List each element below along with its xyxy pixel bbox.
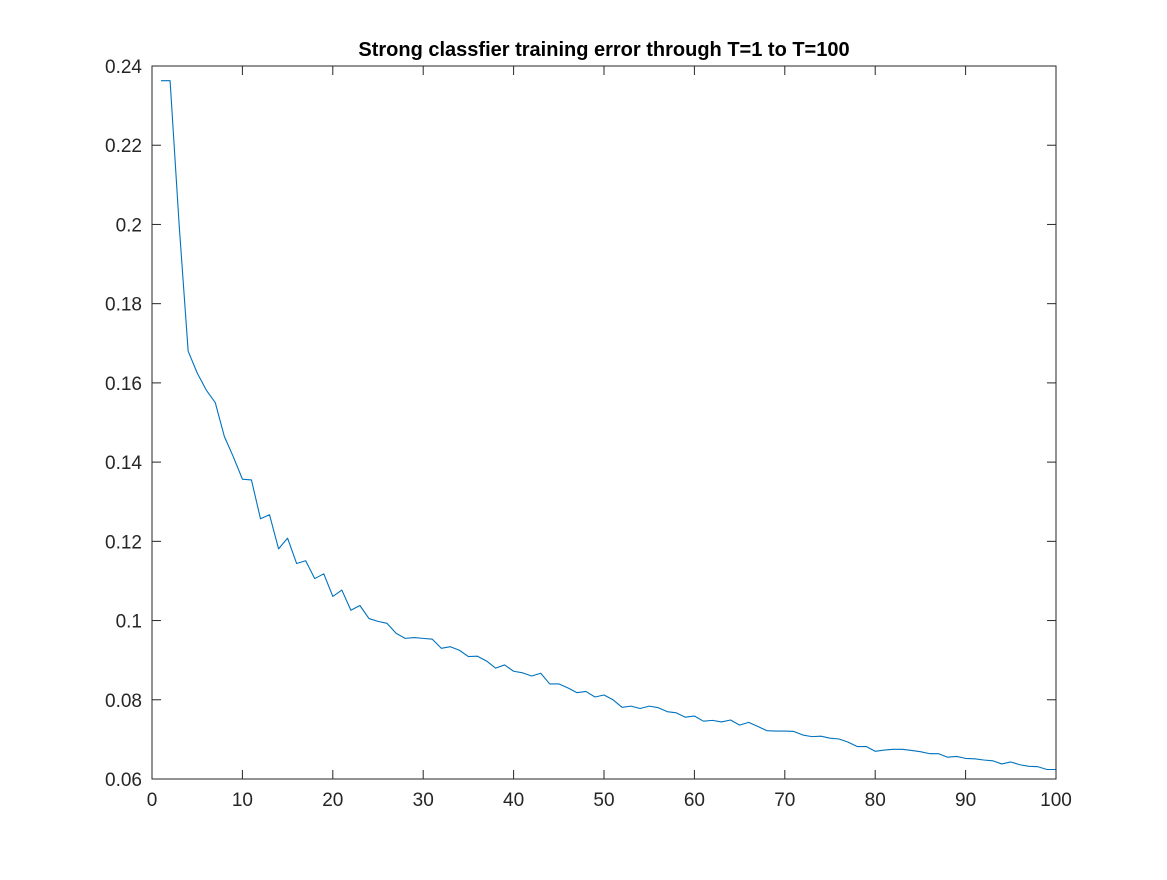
y-tick-label: 0.12 bbox=[105, 532, 142, 553]
x-tick-label: 50 bbox=[593, 790, 614, 811]
x-tick-label: 90 bbox=[955, 790, 976, 811]
x-tick-label: 20 bbox=[322, 790, 343, 811]
axes-background bbox=[152, 66, 1056, 779]
x-tick-label: 100 bbox=[1040, 790, 1072, 811]
y-tick-label: 0.22 bbox=[105, 136, 142, 157]
x-axis-tick-labels: 0 10 20 30 40 50 60 70 80 90 100 bbox=[147, 790, 1072, 811]
chart-title: Strong classfier training error through … bbox=[358, 39, 849, 61]
plot-area bbox=[161, 80, 1056, 771]
axes-box bbox=[151, 65, 1057, 780]
y-tick-label: 0.18 bbox=[105, 295, 142, 316]
y-tick-label: 0.08 bbox=[105, 691, 142, 712]
y-tick-label: 0.16 bbox=[105, 374, 142, 395]
x-tick-label: 10 bbox=[232, 790, 253, 811]
x-tick-label: 70 bbox=[774, 790, 795, 811]
x-tick-label: 80 bbox=[865, 790, 886, 811]
x-tick-label: 40 bbox=[503, 790, 524, 811]
series-line-0 bbox=[161, 80, 1056, 771]
y-tick-label: 0.24 bbox=[105, 57, 142, 78]
y-tick-label: 0.2 bbox=[116, 215, 142, 236]
x-tick-label: 30 bbox=[413, 790, 434, 811]
x-tick-label: 0 bbox=[147, 790, 158, 811]
y-axis-tick-labels: 0.06 0.08 0.1 0.12 0.14 0.16 0.18 0.2 0.22 0.24 bbox=[105, 57, 142, 791]
y-tick-label: 0.14 bbox=[105, 453, 142, 474]
y-tick-label: 0.1 bbox=[116, 612, 142, 633]
y-tick-label: 0.06 bbox=[105, 770, 142, 791]
x-tick-label: 60 bbox=[684, 790, 705, 811]
